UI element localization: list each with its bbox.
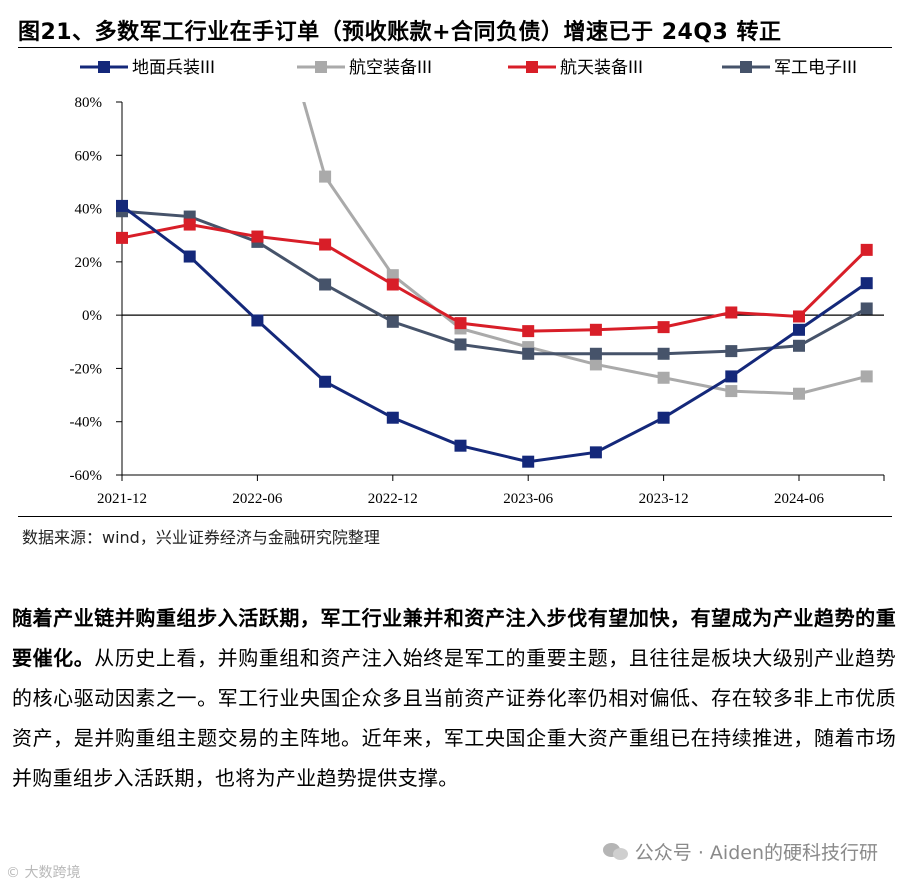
data-point [183,250,196,263]
data-point [454,439,467,452]
legend-marker [315,61,327,73]
series-1 [302,102,873,400]
data-point [860,243,873,256]
series-line [121,204,868,464]
series-line [121,223,868,333]
data-point [251,314,264,327]
series-0 [116,199,873,468]
data-point [860,277,873,290]
watermark-left: © 大数跨境 [6,865,81,881]
legend-label: 航空装备III [349,58,432,78]
legend-label: 地面兵装III [132,58,215,78]
x-tick-label: 2022-06 [232,491,282,507]
data-point [386,411,399,424]
legend-label: 航天装备III [560,58,643,78]
legend-label: 军工电子III [774,58,857,78]
data-point [793,323,805,336]
data-point [319,375,332,388]
legend-item-0: 地面兵装III [80,58,215,78]
data-point [183,218,196,231]
legend-marker [526,61,538,73]
legend-item-3: 军工电子III [722,58,857,78]
watermark-text: 公众号 · Aiden的硬科技行研 [634,842,878,864]
data-point [860,302,873,315]
data-point [522,455,535,468]
y-tick-label: 60% [75,148,103,164]
data-point [251,230,264,243]
x-tick-label: 2023-06 [503,491,553,507]
watermark: 公众号 · Aiden的硬科技行研 [602,838,878,865]
x-tick-label: 2024-06 [774,491,824,507]
series-layer [116,102,873,468]
data-point [657,347,670,360]
data-point [454,317,467,330]
legend-marker [740,61,752,73]
x-tick-label: 2021-12 [97,491,147,507]
y-tick-label: -60% [70,468,103,484]
data-point [657,411,670,424]
data-point [319,278,332,291]
data-point [522,347,535,360]
series-2 [116,218,873,338]
figure-title: 图21、多数军工行业在手订单（预收账款+合同负债）增速已于 24Q3 转正 [18,20,782,45]
data-point [386,278,399,291]
data-point [589,323,602,336]
data-point [386,269,399,282]
data-point [725,370,738,383]
x-tick-label: 2023-12 [639,491,689,507]
data-point [319,170,332,183]
legend: 地面兵装III 航空装备III 航天装备III 军工电子III [80,58,857,78]
legend-item-2: 航天装备III [508,58,643,78]
axes: 80% 60% 40% 20% 0% -20% -40% -60% 2021-12 2022-06… [70,95,885,507]
data-point [454,338,467,351]
data-point [793,339,805,352]
line-chart: 地面兵装III 航空装备III 航天装备III 军工电子III 80% 60% 40% 20… [70,58,885,507]
data-point [657,321,670,334]
data-point [386,315,399,328]
body-bold-lead: 随着产业链并购重组步入活跃期，军工行业兼并和资产注入步伐有望加快，有望成为产业趋… [12,606,896,670]
data-point [522,325,535,338]
legend-item-1: 航空装备III [297,58,432,78]
data-point [589,347,602,360]
data-source-note: 数据来源：wind，兴业证券经济与金融研究院整理 [22,528,380,547]
series-3 [116,205,873,360]
y-tick-label: 40% [75,202,103,218]
data-point [589,446,602,459]
data-point [725,345,738,358]
y-tick-label: 0% [82,308,102,324]
body-paragraph: 随着产业链并购重组步入活跃期，军工行业兼并和资产注入步伐有望加快，有望成为产业趋… [12,598,896,798]
legend-marker [98,61,110,73]
data-point [657,371,670,384]
y-tick-label: -40% [70,415,103,431]
data-point [589,358,602,371]
source-divider [18,516,892,517]
series-line [121,209,868,356]
x-tick-label: 2022-12 [368,491,418,507]
data-point [725,306,738,319]
data-point [116,199,128,212]
data-point [319,238,332,251]
data-point [860,370,873,383]
body-text: 从历史上看，并购重组和资产注入始终是军工的重要主题，且往往是板块大级别产业趋势的… [12,646,897,790]
data-point [793,387,805,400]
title-divider [18,47,892,48]
data-point [116,231,128,244]
y-tick-label: 20% [75,255,103,271]
y-tick-label: 80% [75,95,103,111]
series-line [302,102,868,396]
data-point [725,385,738,398]
data-point [793,310,805,323]
wechat-icon [602,841,629,863]
y-tick-label: -20% [70,361,103,377]
